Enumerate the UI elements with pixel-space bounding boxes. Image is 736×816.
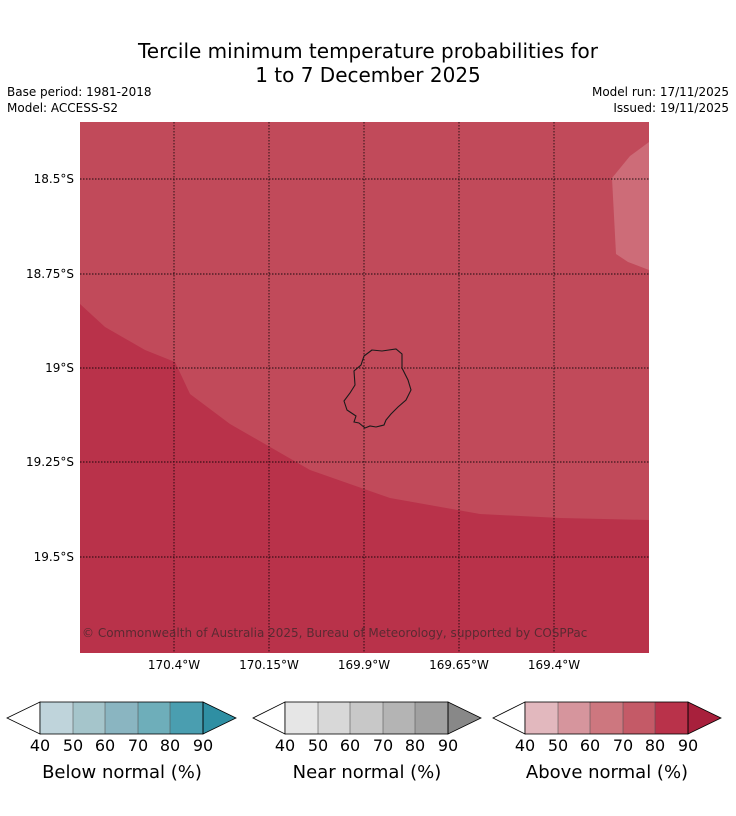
colorbar-tick: 50: [307, 736, 329, 755]
niue-island-outline: [343, 348, 412, 429]
colorbar-tick: 60: [579, 736, 601, 755]
colorbar-tick: 90: [677, 736, 699, 755]
colorbar-tick: 60: [339, 736, 361, 755]
issued-date: Issued: 19/11/2025: [613, 101, 729, 115]
chart-title-line-2: 1 to 7 December 2025: [255, 63, 481, 87]
longitude-label: 170.4°W: [147, 658, 201, 672]
latitude-label: 18.5°S: [33, 172, 74, 186]
colorbar-swatch: [105, 702, 138, 734]
colorbar-swatch: [73, 702, 105, 734]
colorbar-tick: 80: [159, 736, 181, 755]
colorbar-tick: 70: [127, 736, 149, 755]
region-above-80: [80, 122, 649, 520]
colorbar-tick: 80: [404, 736, 426, 755]
colorbar-above-normal: [492, 701, 722, 735]
colorbar-tick: 60: [94, 736, 116, 755]
colorbar-label-below-normal: Below normal (%): [42, 762, 202, 783]
colorbar-extend-high: [687, 701, 722, 735]
region-above-70: [612, 142, 649, 270]
colorbar-swatch: [590, 702, 623, 734]
colorbar-extend-low: [6, 701, 41, 735]
colorbar-swatch: [383, 702, 415, 734]
colorbar-swatch: [170, 702, 203, 734]
longitude-label: 170.15°W: [239, 658, 299, 672]
colorbar-swatch: [415, 702, 448, 734]
colorbar-tick: 70: [612, 736, 634, 755]
graticule: [80, 122, 649, 653]
colorbar-label-near-normal: Near normal (%): [292, 762, 442, 783]
map-panel: [80, 122, 649, 653]
longitude-label: 169.4°W: [527, 658, 581, 672]
colorbar-swatch: [318, 702, 350, 734]
model-name: Model: ACCESS-S2: [7, 101, 119, 115]
longitude-label: 169.65°W: [429, 658, 489, 672]
colorbar-tick: 80: [644, 736, 666, 755]
latitude-label: 19.5°S: [33, 550, 74, 564]
latitude-label: 18.75°S: [26, 267, 74, 281]
colorbar-near-normal: [252, 701, 482, 735]
chart-title-line-1: Tercile minimum temperature probabilitie…: [137, 39, 599, 63]
colorbar-tick: 90: [437, 736, 459, 755]
latitude-label: 19°S: [45, 361, 74, 375]
model-run-date: Model run: 17/11/2025: [591, 85, 729, 99]
colorbar-extend-low: [492, 701, 526, 735]
colorbar-swatch: [623, 702, 655, 734]
longitude-label: 169.9°W: [337, 658, 391, 672]
colorbar-tick: 40: [514, 736, 536, 755]
colorbar-swatch: [285, 702, 318, 734]
colorbar-swatch: [558, 702, 590, 734]
colorbar-swatch: [40, 702, 73, 734]
base-period: Base period: 1981-2018: [7, 85, 152, 99]
latitude-label: 19.25°S: [26, 455, 74, 469]
colorbar-tick: 40: [274, 736, 296, 755]
colorbar-below-normal: [6, 701, 237, 735]
colorbar-tick: 50: [62, 736, 84, 755]
colorbar-tick: 90: [192, 736, 214, 755]
colorbar-label-above-normal: Above normal (%): [525, 762, 689, 783]
colorbar-extend-low: [252, 701, 286, 735]
colorbar-swatch: [525, 702, 558, 734]
colorbar-swatch: [138, 702, 170, 734]
colorbar-extend-high: [202, 701, 237, 735]
colorbar-tick: 50: [547, 736, 569, 755]
colorbar-tick: 70: [372, 736, 394, 755]
colorbar-swatch: [350, 702, 383, 734]
copyright-notice: © Commonwealth of Australia 2025, Bureau…: [82, 626, 588, 640]
colorbar-extend-high: [447, 701, 482, 735]
colorbar-tick: 40: [29, 736, 51, 755]
colorbar-swatch: [655, 702, 688, 734]
